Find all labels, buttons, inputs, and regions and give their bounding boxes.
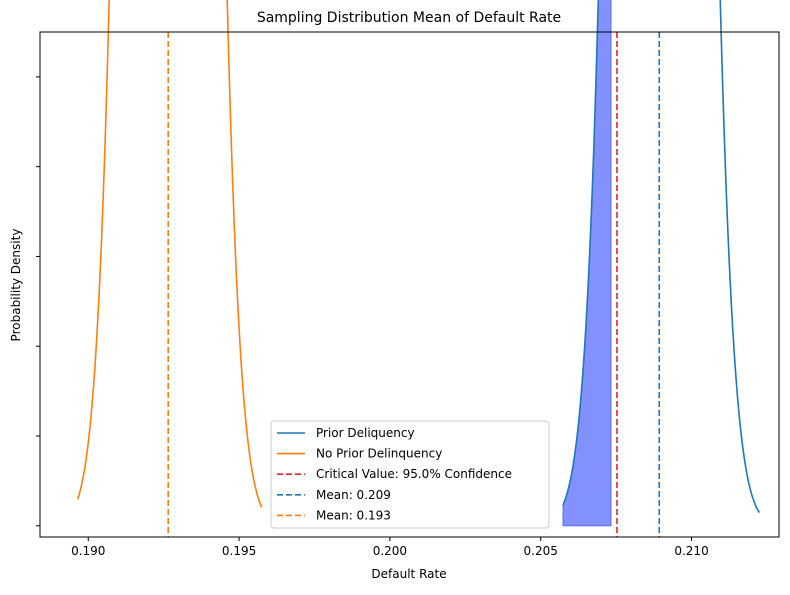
x-tick-label: 0.205: [524, 544, 558, 558]
legend-label: Mean: 0.209: [316, 488, 391, 502]
legend: Prior Deliquency No Prior Delinquency Crit…: [270, 420, 550, 529]
x-tick-label: 0.210: [674, 544, 708, 558]
y-axis: [36, 76, 40, 527]
x-tick-label: 0.190: [71, 544, 105, 558]
chart-title: Sampling Distribution Mean of Default Ra…: [257, 10, 561, 26]
axes-frame: [39, 31, 780, 538]
x-tick-label: 0.195: [222, 544, 256, 558]
series-line-no-prior-delinquency: [76, 0, 263, 508]
y-axis-label: Probability Density: [9, 229, 23, 342]
plot-area: [76, 0, 761, 537]
x-axis-label: Default Rate: [371, 567, 446, 581]
legend-box: [270, 420, 550, 529]
x-tick-label: 0.200: [373, 544, 407, 558]
legend-label: Prior Deliquency: [316, 426, 415, 440]
legend-label: Critical Value: 95.0% Confidence: [316, 467, 512, 481]
legend-label: No Prior Delinquency: [316, 447, 442, 461]
series-line-prior-delinquency: [562, 0, 761, 514]
x-axis: 0.190 0.195 0.200 0.205 0.210: [71, 537, 709, 558]
legend-label: Mean: 0.193: [316, 508, 391, 522]
